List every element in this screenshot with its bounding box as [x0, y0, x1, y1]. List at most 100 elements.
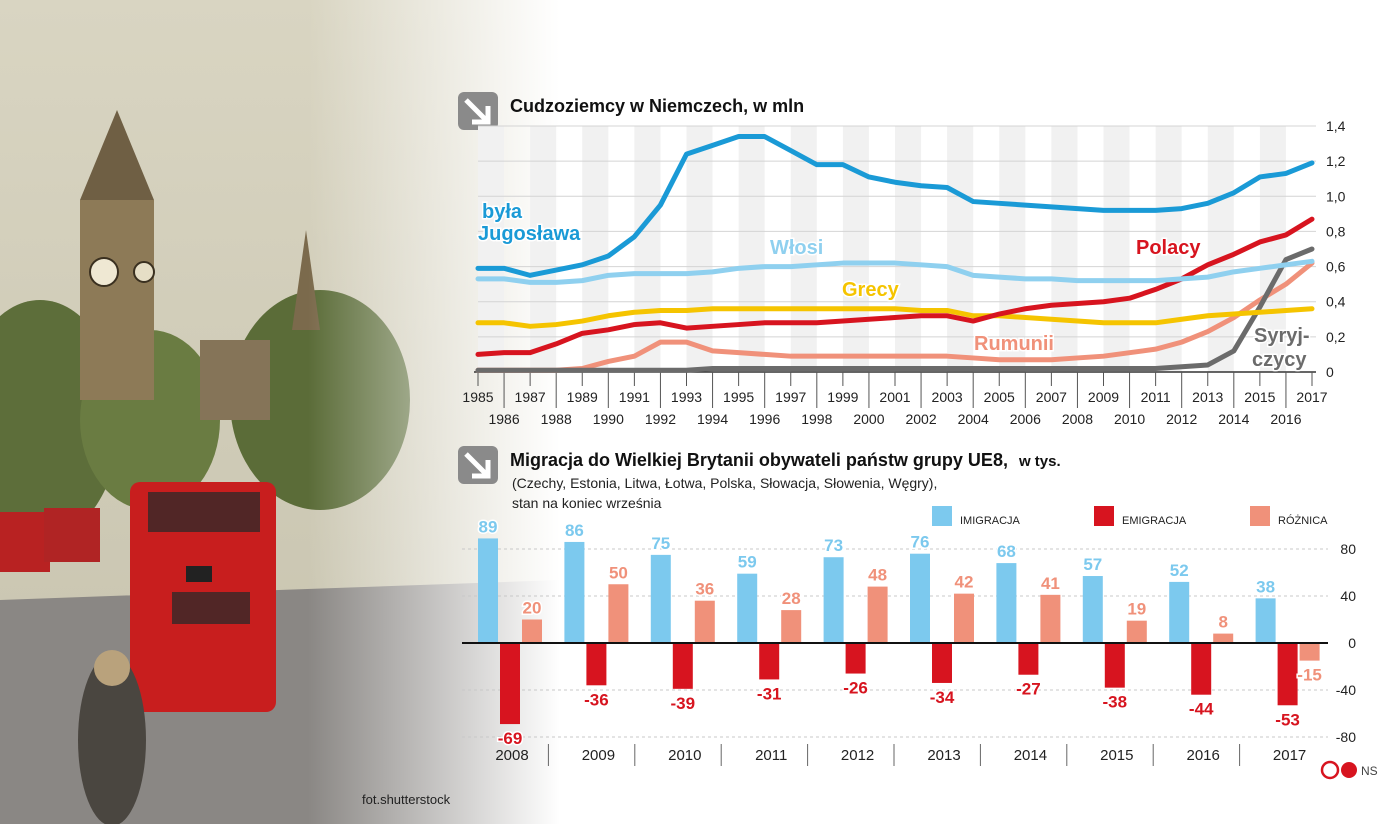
y-tick-label: 0,6	[1326, 259, 1346, 275]
grid-band	[790, 126, 817, 372]
x-tick-label: 2014	[1218, 411, 1249, 427]
category-label: 2011	[755, 747, 787, 764]
bar-label-emigration: -44	[1189, 700, 1214, 719]
x-tick-label: 2011	[1141, 389, 1171, 405]
x-tick-label: 2005	[984, 389, 1015, 405]
bar-immigration	[910, 553, 930, 643]
x-tick-label: 1998	[801, 411, 832, 427]
y-tick-label: 0,2	[1326, 329, 1346, 345]
bar-label-immigration: 86	[565, 521, 584, 540]
grid-band	[1207, 126, 1234, 372]
grid-band	[947, 126, 974, 372]
bar-label-emigration: -34	[930, 688, 955, 707]
bar-label-immigration: 57	[1083, 555, 1102, 574]
x-tick-label: 1995	[723, 389, 754, 405]
grid-band	[1259, 126, 1286, 372]
series-label-wlosi: Włosi	[770, 237, 823, 259]
copyright: NS	[1320, 760, 1378, 780]
y-tick-label: 1,0	[1326, 188, 1346, 204]
series-line-jugoslawia	[475, 134, 1315, 278]
bar-label-difference: 50	[609, 563, 628, 582]
x-tick-label: 1989	[567, 389, 598, 405]
bar-difference	[522, 619, 542, 643]
grid-band	[686, 126, 713, 372]
grid-band	[999, 126, 1026, 372]
bar-difference	[1213, 633, 1234, 643]
bar-label-emigration: -31	[757, 684, 782, 703]
legend-label-difference: różnica	[1278, 511, 1328, 528]
line-chart-title: Cudzoziemcy w Niemczech, w mln	[510, 96, 804, 116]
x-tick-label: 1987	[515, 389, 546, 405]
bar-label-immigration: 38	[1256, 577, 1275, 596]
bar-emigration	[932, 643, 952, 683]
category-label: 2012	[841, 747, 874, 764]
grid-band	[1051, 126, 1078, 372]
x-tick-label: 1990	[593, 411, 624, 427]
bar-emigration	[1018, 643, 1039, 675]
category-label: 2010	[668, 747, 701, 764]
bar-label-difference: 42	[955, 573, 974, 592]
y-tick-label: -80	[1336, 729, 1356, 745]
bar-difference	[954, 593, 974, 643]
x-tick-label: 2007	[1036, 389, 1067, 405]
bar-emigration	[759, 643, 780, 680]
x-tick-label: 2015	[1244, 389, 1275, 405]
x-tick-label: 1996	[749, 411, 780, 427]
series-label-syryjczycy: czycy	[1252, 349, 1307, 371]
legend-swatch-difference	[1250, 506, 1270, 526]
bar-label-emigration: -27	[1016, 680, 1041, 699]
arrow-down-right-icon	[464, 98, 491, 125]
x-tick-label: 1997	[775, 389, 806, 405]
photo-credit: fot.shutterstock	[362, 792, 451, 807]
bar-label-difference: 20	[523, 599, 542, 618]
bar-emigration	[500, 643, 520, 725]
bar-difference	[781, 610, 802, 643]
x-tick-label: 2013	[1192, 389, 1223, 405]
x-tick-label: 2009	[1088, 389, 1119, 405]
bar-label-emigration: -26	[843, 679, 868, 698]
category-label: 2009	[582, 747, 615, 764]
bar-chart-title: Migracja do Wielkiej Brytanii obywateli …	[510, 450, 1008, 470]
bar-immigration	[823, 557, 844, 643]
series-line-wlosi	[475, 258, 1315, 285]
svg-text:Migracja do Wielkiej Brytanii: Migracja do Wielkiej Brytanii obywateli …	[510, 450, 1061, 470]
bar-emigration	[586, 643, 607, 686]
category-label: 2014	[1014, 747, 1047, 764]
bar-label-immigration: 59	[738, 553, 757, 572]
legend-label-emigration: emigracja	[1122, 511, 1187, 528]
series-label-syryjczycy: Syryj-	[1254, 325, 1310, 347]
bar-label-difference: 41	[1041, 574, 1060, 593]
x-tick-label: 1999	[827, 389, 858, 405]
grid-band	[895, 126, 922, 372]
category-label: 2016	[1187, 747, 1220, 764]
bar-emigration	[1277, 643, 1298, 706]
x-tick-label: 1992	[645, 411, 676, 427]
bar-difference	[1126, 620, 1147, 643]
x-tick-label: 1993	[671, 389, 702, 405]
series-line-syryjczycy	[475, 246, 1315, 373]
y-tick-label: 0,4	[1326, 294, 1346, 310]
y-tick-label: 80	[1340, 541, 1356, 557]
x-tick-label: 2012	[1166, 411, 1197, 427]
bar-label-difference: 48	[868, 566, 887, 585]
y-tick-label: 0	[1348, 635, 1356, 651]
bar-immigration	[650, 554, 671, 643]
series-line-polacy	[475, 216, 1315, 357]
series-label-grecy: Grecy	[842, 279, 900, 301]
legend-label-immigration: imigracja	[960, 511, 1021, 528]
series-label-jugoslawia: Jugosława	[478, 223, 581, 245]
grid-band	[1103, 126, 1130, 372]
x-tick-label: 1991	[619, 389, 650, 405]
bar-difference	[694, 600, 715, 643]
bar-label-immigration: 75	[651, 534, 670, 553]
legend-swatch-immigration	[932, 506, 952, 526]
y-tick-label: 1,4	[1326, 118, 1346, 134]
y-tick-label: -40	[1336, 682, 1356, 698]
bar-label-difference: -15	[1297, 666, 1322, 685]
x-tick-label: 2001	[879, 389, 910, 405]
bar-immigration	[1082, 576, 1103, 643]
grid-band	[738, 126, 765, 372]
bar-label-immigration: 89	[479, 517, 498, 536]
bar-label-difference: 28	[782, 589, 801, 608]
bar-immigration	[1169, 581, 1190, 643]
